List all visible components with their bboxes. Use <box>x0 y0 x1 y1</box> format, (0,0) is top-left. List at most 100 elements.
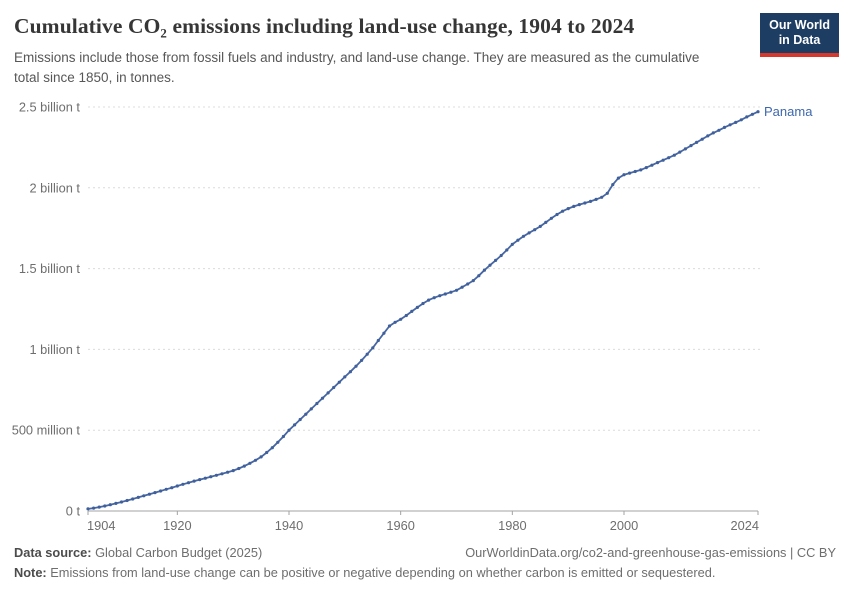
year-data-point <box>214 473 218 477</box>
year-data-point <box>616 176 621 180</box>
year-data-point <box>438 294 442 298</box>
year-data-point <box>226 470 230 474</box>
year-data-point <box>360 358 364 362</box>
year-data-point <box>281 434 285 439</box>
footer-note-row: Note: Emissions from land-use change can… <box>14 565 836 580</box>
data-source: Data source: Global Carbon Budget (2025) <box>14 545 262 560</box>
year-data-point <box>304 412 308 416</box>
year-data-point <box>287 428 291 432</box>
year-data-point <box>644 166 648 170</box>
data-source-label: Data source: <box>14 545 92 560</box>
owid-logo-red-stripe <box>760 52 839 57</box>
year-data-point <box>326 391 330 395</box>
year-data-point <box>209 475 213 479</box>
year-data-point <box>477 274 481 278</box>
year-data-point <box>170 486 174 490</box>
chart-subtitle: Emissions include those from fossil fuel… <box>14 50 700 85</box>
year-data-point <box>588 199 593 203</box>
year-data-point <box>421 301 425 306</box>
year-data-point <box>689 144 693 148</box>
year-data-point <box>667 156 671 160</box>
year-data-point <box>566 207 570 211</box>
owid-logo-line1: Our World <box>769 18 830 32</box>
year-data-point <box>237 466 241 471</box>
year-data-point <box>722 125 727 129</box>
owid-logo: Our World in Data <box>760 13 839 57</box>
year-data-point <box>628 171 632 175</box>
year-data-point <box>332 385 336 390</box>
year-data-point <box>611 183 615 187</box>
year-data-point <box>449 290 453 294</box>
year-data-point <box>114 501 118 505</box>
year-data-point <box>186 481 191 485</box>
year-data-point <box>248 461 252 465</box>
year-data-point <box>750 112 755 116</box>
year-data-point <box>650 163 654 167</box>
data-source-text: Global Carbon Budget (2025) <box>91 545 263 560</box>
year-data-point <box>622 173 626 177</box>
year-data-point <box>605 191 609 195</box>
year-data-point <box>337 380 341 384</box>
year-data-point <box>538 224 542 228</box>
year-data-point <box>253 458 258 462</box>
year-data-point <box>683 147 688 151</box>
year-data-point <box>700 137 704 141</box>
year-data-point <box>86 507 90 511</box>
year-data-point <box>348 370 352 374</box>
entity-label: Panama <box>764 104 813 119</box>
year-data-point <box>97 505 101 509</box>
year-data-point <box>293 423 297 427</box>
year-data-point <box>717 128 721 132</box>
year-data-point <box>365 352 369 356</box>
year-data-point <box>678 150 682 154</box>
year-data-point <box>276 440 280 444</box>
chart-header: Cumulative CO₂ emissions including land-… <box>14 14 754 87</box>
year-data-point <box>639 168 643 172</box>
year-data-point <box>695 140 699 144</box>
year-data-point <box>108 503 112 507</box>
year-data-point <box>259 455 263 459</box>
year-data-point <box>153 491 157 495</box>
year-data-point <box>549 216 554 220</box>
year-data-point <box>103 504 107 508</box>
year-data-point <box>220 472 224 476</box>
year-data-point <box>382 331 386 335</box>
year-data-point <box>488 263 492 267</box>
year-data-point <box>655 161 660 165</box>
chart-footer: Data source: Global Carbon Budget (2025)… <box>14 545 836 580</box>
year-data-point <box>427 298 431 302</box>
owid-logo-line2: in Data <box>778 33 821 48</box>
x-tick-label: 1904 <box>87 518 115 533</box>
year-data-point <box>119 500 124 504</box>
year-data-point <box>159 489 163 493</box>
year-data-point <box>164 487 168 491</box>
year-data-point <box>147 492 151 496</box>
year-data-point <box>661 158 665 162</box>
year-data-point <box>404 313 408 318</box>
chart-title: Cumulative CO₂ emissions including land-… <box>14 14 635 38</box>
year-data-point <box>672 153 676 157</box>
year-data-point <box>583 201 587 205</box>
year-data-point <box>728 123 732 127</box>
year-data-point <box>516 238 520 242</box>
x-tick-label: 1940 <box>275 518 303 533</box>
year-data-point <box>460 285 464 289</box>
year-data-point <box>315 401 319 406</box>
license-link: OurWorldinData.org/co2-and-greenhouse-ga… <box>465 545 836 560</box>
x-tick-label: 1960 <box>386 518 414 533</box>
x-tick-label: 2000 <box>610 518 638 533</box>
year-data-point <box>242 464 246 468</box>
year-data-point <box>633 169 637 174</box>
year-data-point <box>393 320 397 324</box>
year-data-point <box>734 120 738 124</box>
year-data-point <box>399 317 403 321</box>
year-data-point <box>745 115 749 119</box>
year-data-point <box>432 296 436 300</box>
panama-series-line <box>87 110 759 510</box>
year-data-point <box>270 446 274 450</box>
year-data-point <box>454 288 459 292</box>
year-data-point <box>527 231 531 235</box>
year-data-point <box>298 417 302 422</box>
year-data-point <box>125 498 129 503</box>
